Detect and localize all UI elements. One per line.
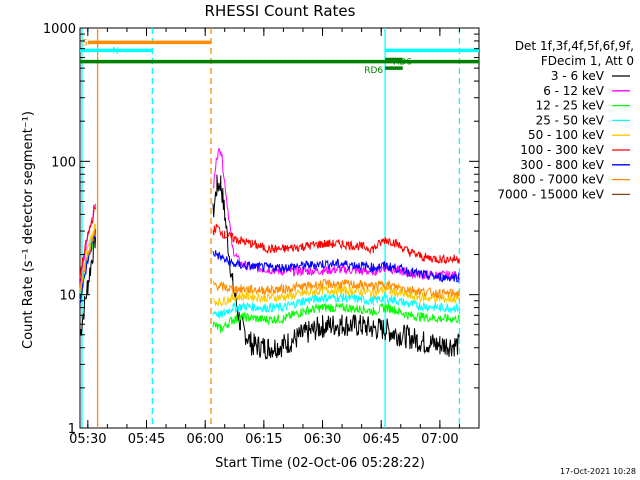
series-line bbox=[79, 227, 460, 299]
series-line bbox=[79, 223, 460, 308]
series-line bbox=[79, 174, 460, 360]
legend-label: 3 - 6 keV bbox=[551, 69, 605, 83]
plot-frame bbox=[79, 27, 480, 429]
x-tick-label: 05:45 bbox=[128, 432, 165, 447]
series-line bbox=[79, 205, 460, 279]
legend-label: 6 - 12 keV bbox=[543, 84, 605, 98]
axes: 05:30 05:45 06:00 06:15 06:30 06:45 07:00 1 10 10… bbox=[43, 22, 480, 447]
x-tick-label: 06:45 bbox=[362, 432, 399, 447]
y-tick-label: 1000 bbox=[43, 22, 76, 37]
legend-label: 100 - 300 keV bbox=[520, 143, 604, 157]
legend-header: Det 1f,3f,4f,5f,6f,9f, bbox=[515, 39, 634, 53]
series-lines bbox=[79, 147, 460, 360]
x-axis-label: Start Time (02-Oct-06 05:28:22) bbox=[215, 456, 425, 471]
x-tick-label: 05:30 bbox=[69, 432, 106, 447]
legend-label: 7000 - 15000 keV bbox=[497, 187, 604, 201]
state-bar-label: N bbox=[112, 46, 119, 56]
state-bars: S N RD6 RD6 bbox=[80, 38, 479, 76]
chart-title: RHESSI Count Rates bbox=[205, 2, 356, 20]
state-bar-label: RD6 bbox=[364, 66, 383, 76]
x-tick-label: 06:15 bbox=[245, 432, 282, 447]
y-tick-label: 1 bbox=[68, 422, 76, 437]
footer-date: 17-Oct-2021 10:28 bbox=[560, 467, 636, 476]
state-bar-label: RD6 bbox=[393, 58, 412, 68]
x-tick-label: 07:00 bbox=[421, 432, 458, 447]
vertical-markers bbox=[81, 28, 461, 428]
y-tick-label: 10 bbox=[59, 289, 76, 304]
legend: Det 1f,3f,4f,5f,6f,9f,FDecim 1, Att 03 -… bbox=[497, 39, 634, 201]
legend-label: 50 - 100 keV bbox=[528, 128, 605, 142]
legend-label: 300 - 800 keV bbox=[520, 158, 604, 172]
state-bar-label: S bbox=[82, 38, 88, 48]
legend-header: FDecim 1, Att 0 bbox=[541, 54, 634, 68]
legend-label: 800 - 7000 keV bbox=[513, 173, 605, 187]
x-tick-label: 06:30 bbox=[304, 432, 341, 447]
legend-label: 12 - 25 keV bbox=[536, 99, 605, 113]
x-tick-label: 06:00 bbox=[186, 432, 223, 447]
y-tick-label: 100 bbox=[51, 155, 76, 170]
legend-label: 25 - 50 keV bbox=[536, 113, 605, 127]
y-axis-label: Count Rate (s⁻¹ detector segment⁻¹) bbox=[21, 111, 36, 349]
